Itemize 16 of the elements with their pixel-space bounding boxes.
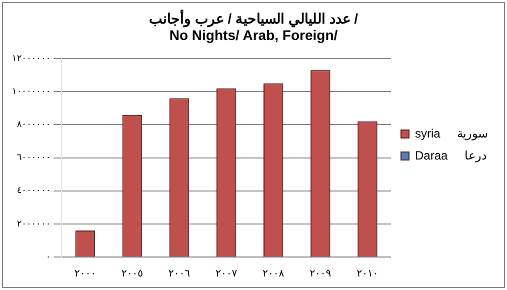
x-tick-label: ٢٠٠٨: [262, 268, 285, 280]
y-tick-label: ٢٠٠٠٠٠٠: [16, 219, 51, 230]
x-tick-label: ٢٠٠٧: [216, 268, 238, 280]
legend-label: syria سورية: [414, 126, 488, 140]
y-tick-label: ١٢٠٠٠٠٠٠: [12, 54, 51, 64]
y-tick-label: ٠: [46, 252, 51, 262]
x-tick-label: ٢٠٠٠: [74, 268, 96, 280]
x-tick-label: ٢٠١٠: [356, 268, 378, 280]
x-tick-label: ٢٠٠٩: [310, 268, 332, 280]
y-tick-label: ٨٠٠٠٠٠٠: [16, 120, 51, 130]
y-tick-label: ٤٠٠٠٠٠٠: [16, 186, 51, 196]
y-tick-label: ٦٠٠٠٠٠٠: [16, 153, 51, 164]
x-tick-label: ٢٠٠٦: [168, 268, 190, 280]
x-tick-label: ٢٠٠٥: [122, 268, 143, 280]
y-tick-label: ١٠٠٠٠٠٠٠: [12, 87, 51, 98]
legend-label: Daraa درعا: [414, 148, 486, 162]
